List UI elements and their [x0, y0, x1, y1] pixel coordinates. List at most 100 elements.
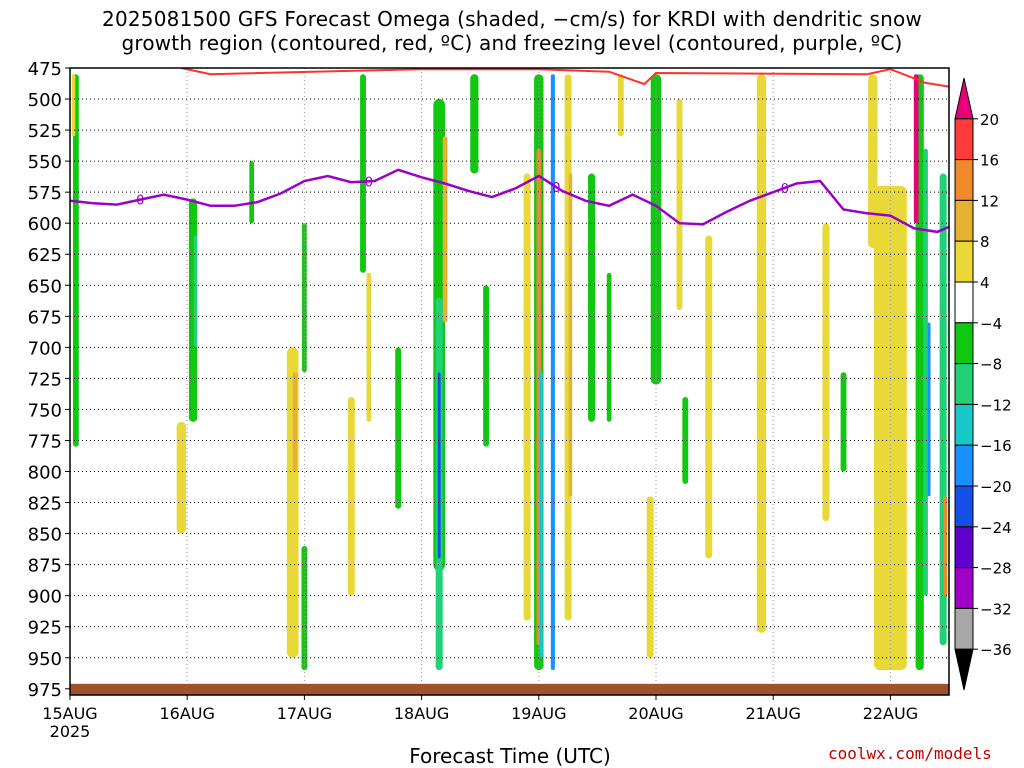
y-tick-label: 850: [28, 525, 62, 546]
colorbar-swatch: [954, 322, 974, 365]
omega-cell: [923, 148, 928, 596]
omega-cell: [868, 74, 878, 249]
omega-cell: [822, 223, 830, 522]
colorbar-swatch: [954, 485, 974, 528]
y-tick-label: 625: [28, 245, 62, 266]
credit-text: coolwx.com/models: [828, 744, 992, 763]
omega-cell: [366, 272, 372, 422]
omega-shading: [71, 74, 948, 671]
x-tick-label: 15AUG: [42, 704, 97, 723]
freezing-level-label: 0: [781, 182, 789, 197]
omega-cell: [176, 421, 187, 534]
colorbar-swatch: [954, 118, 974, 161]
colorbar-tick-label: −28: [980, 560, 1012, 578]
y-tick-label: 925: [28, 618, 62, 639]
colorbar-tick-label: −20: [980, 478, 1012, 496]
omega-cell: [442, 136, 448, 323]
y-tick-label: 775: [28, 431, 62, 452]
colorbar-swatch: [954, 567, 974, 609]
x-tick-label: 16AUG: [159, 704, 214, 723]
colorbar-swatch: [954, 281, 974, 324]
colorbar-swatch: [954, 607, 974, 650]
colorbar-cap-bottom: [954, 648, 974, 691]
omega-cell: [617, 74, 624, 137]
omega-cell: [568, 173, 573, 497]
colorbar-swatch: [954, 159, 974, 201]
colorbar-tick-label: −32: [980, 600, 1012, 618]
colorbar-tick-label: 4: [980, 274, 990, 292]
chart-title-line-2: growth region (contoured, red, ºC) and f…: [121, 31, 903, 55]
y-tick-label: 475: [28, 59, 62, 80]
y-tick-label: 750: [28, 400, 62, 421]
omega-cell: [943, 496, 948, 596]
x-tick-label: 17AUG: [277, 704, 332, 723]
x-tick-label: 21AUG: [745, 704, 800, 723]
x-tick-label: 19AUG: [511, 704, 566, 723]
omega-cell: [71, 74, 76, 137]
omega-cell: [606, 272, 612, 422]
x-tick-labels: 15AUG 16AUG 17AUG 18AUG 19AUG 20AUG 21AUG 22AUG…: [42, 695, 918, 741]
omega-cell: [927, 322, 931, 497]
y-tick-label: 675: [28, 307, 62, 328]
omega-cell: [676, 99, 683, 311]
colorbar-tick-label: −16: [980, 437, 1012, 455]
colorbar-cap-top: [954, 77, 974, 120]
omega-cell: [756, 74, 767, 633]
colorbar-tick-label: −24: [980, 519, 1012, 537]
omega-cell: [437, 372, 441, 559]
y-tick-labels: 475 500 525 550 575 600 625 650 675 700 725 750 775 8…: [28, 59, 70, 701]
freezing-level-line: [70, 168, 949, 234]
x-tick-sublabel: 2025: [50, 722, 91, 741]
plot-frame: [69, 67, 950, 696]
colorbar-tick-label: 20: [980, 111, 999, 129]
y-tick-label: 950: [28, 649, 62, 670]
y-tick-label: 900: [28, 587, 62, 608]
omega-cell: [483, 285, 489, 447]
y-tick-label: 525: [28, 121, 62, 142]
omega-cell: [539, 372, 543, 658]
freezing-level-label: 0: [552, 181, 560, 196]
colorbar-tick-label: −12: [980, 396, 1012, 414]
axes: [69, 67, 950, 696]
plot-area: [70, 68, 949, 695]
contour-lines: 0 0 0 0: [70, 68, 949, 234]
dgz-contour-line: [181, 68, 949, 88]
colorbar-swatch: [954, 363, 974, 405]
y-tick-label: 825: [28, 494, 62, 515]
chart-title-line-1: 2025081500 GFS Forecast Omega (shaded, −…: [102, 7, 922, 31]
omega-cell: [72, 74, 79, 447]
y-tick-label: 725: [28, 369, 62, 390]
omega-cell: [588, 173, 596, 422]
y-tick-label: 800: [28, 463, 62, 484]
colorbar-swatch: [954, 444, 974, 487]
colorbar-tick-label: −36: [980, 641, 1012, 659]
omega-cell: [193, 235, 198, 348]
omega-cell: [705, 235, 713, 559]
omega-cell: [347, 397, 355, 596]
colorbar-swatch: [954, 526, 974, 569]
y-tick-label: 650: [28, 276, 62, 297]
y-tick-label: 550: [28, 152, 62, 173]
omega-cell: [840, 372, 847, 472]
y-tick-label: 600: [28, 214, 62, 235]
omega-cell: [915, 74, 924, 671]
y-tick-label: 700: [28, 338, 62, 359]
colorbar-swatch: [954, 403, 974, 446]
x-axis-label: Forecast Time (UTC): [409, 744, 611, 768]
colorbar-swatch: [954, 240, 974, 283]
colorbar-tick-label: 16: [980, 152, 999, 170]
colorbar-tick-label: 8: [980, 233, 990, 251]
omega-cell: [646, 496, 654, 658]
colorbar-swatch: [954, 199, 974, 242]
omega-cell: [650, 74, 662, 385]
ground-surface: [70, 683, 949, 695]
grid-lines: [70, 68, 949, 695]
omega-cell: [523, 173, 531, 621]
omega-cell: [360, 74, 366, 273]
freezing-level-label: 0: [136, 194, 144, 209]
omega-cell: [913, 74, 919, 224]
colorbar-tick-label: 12: [980, 192, 999, 210]
colorbar-tick-label: −8: [980, 356, 1002, 374]
